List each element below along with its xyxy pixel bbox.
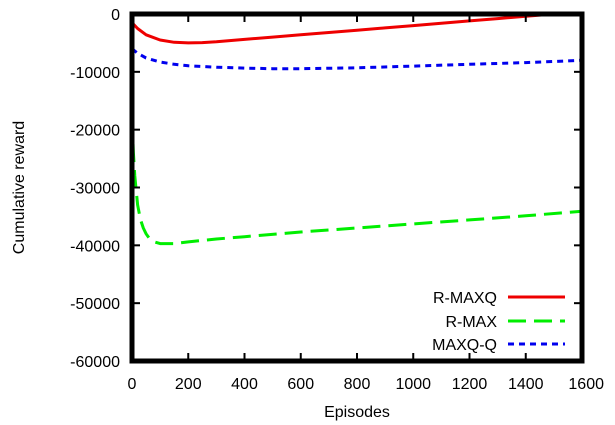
x-tick-label: 1200 — [452, 376, 488, 393]
y-tick-label: -40000 — [70, 238, 120, 255]
x-tick-label: 400 — [231, 376, 258, 393]
legend-label: MAXQ-Q — [432, 337, 497, 354]
y-tick-label: -50000 — [70, 296, 120, 313]
x-tick-label: 1400 — [508, 376, 544, 393]
y-tick-label: -10000 — [70, 65, 120, 82]
x-tick-label: 600 — [287, 376, 314, 393]
x-axis-title: Episodes — [324, 404, 390, 421]
y-tick-label: -30000 — [70, 181, 120, 198]
series-line-maxq-q — [131, 47, 583, 71]
y-tick-label: -60000 — [70, 354, 120, 371]
x-tick-label: 1000 — [395, 376, 431, 393]
legend-label: R-MAX — [445, 314, 497, 331]
y-tick-label: 0 — [111, 7, 120, 24]
y-axis-title: Cumulative reward — [11, 121, 28, 254]
x-tick-label: 0 — [128, 376, 137, 393]
x-tick-label: 200 — [175, 376, 202, 393]
x-axis-ticks: 0 200 400 600 800 1000 1200 1400 1600 — [128, 14, 604, 393]
legend: R-MAXQ R-MAX MAXQ-Q — [432, 290, 565, 354]
y-tick-label: -20000 — [70, 123, 120, 140]
x-tick-label: 800 — [344, 376, 371, 393]
legend-label: R-MAXQ — [433, 290, 497, 307]
series-line-r-maxq — [130, 12, 582, 45]
y-axis-ticks: 0 -10000 -20000 -30000 -40000 -50000 -60000 — [70, 7, 582, 371]
series-line-r-max — [130, 118, 583, 246]
x-tick-label: 1600 — [568, 376, 604, 393]
series-layer — [130, 12, 583, 246]
